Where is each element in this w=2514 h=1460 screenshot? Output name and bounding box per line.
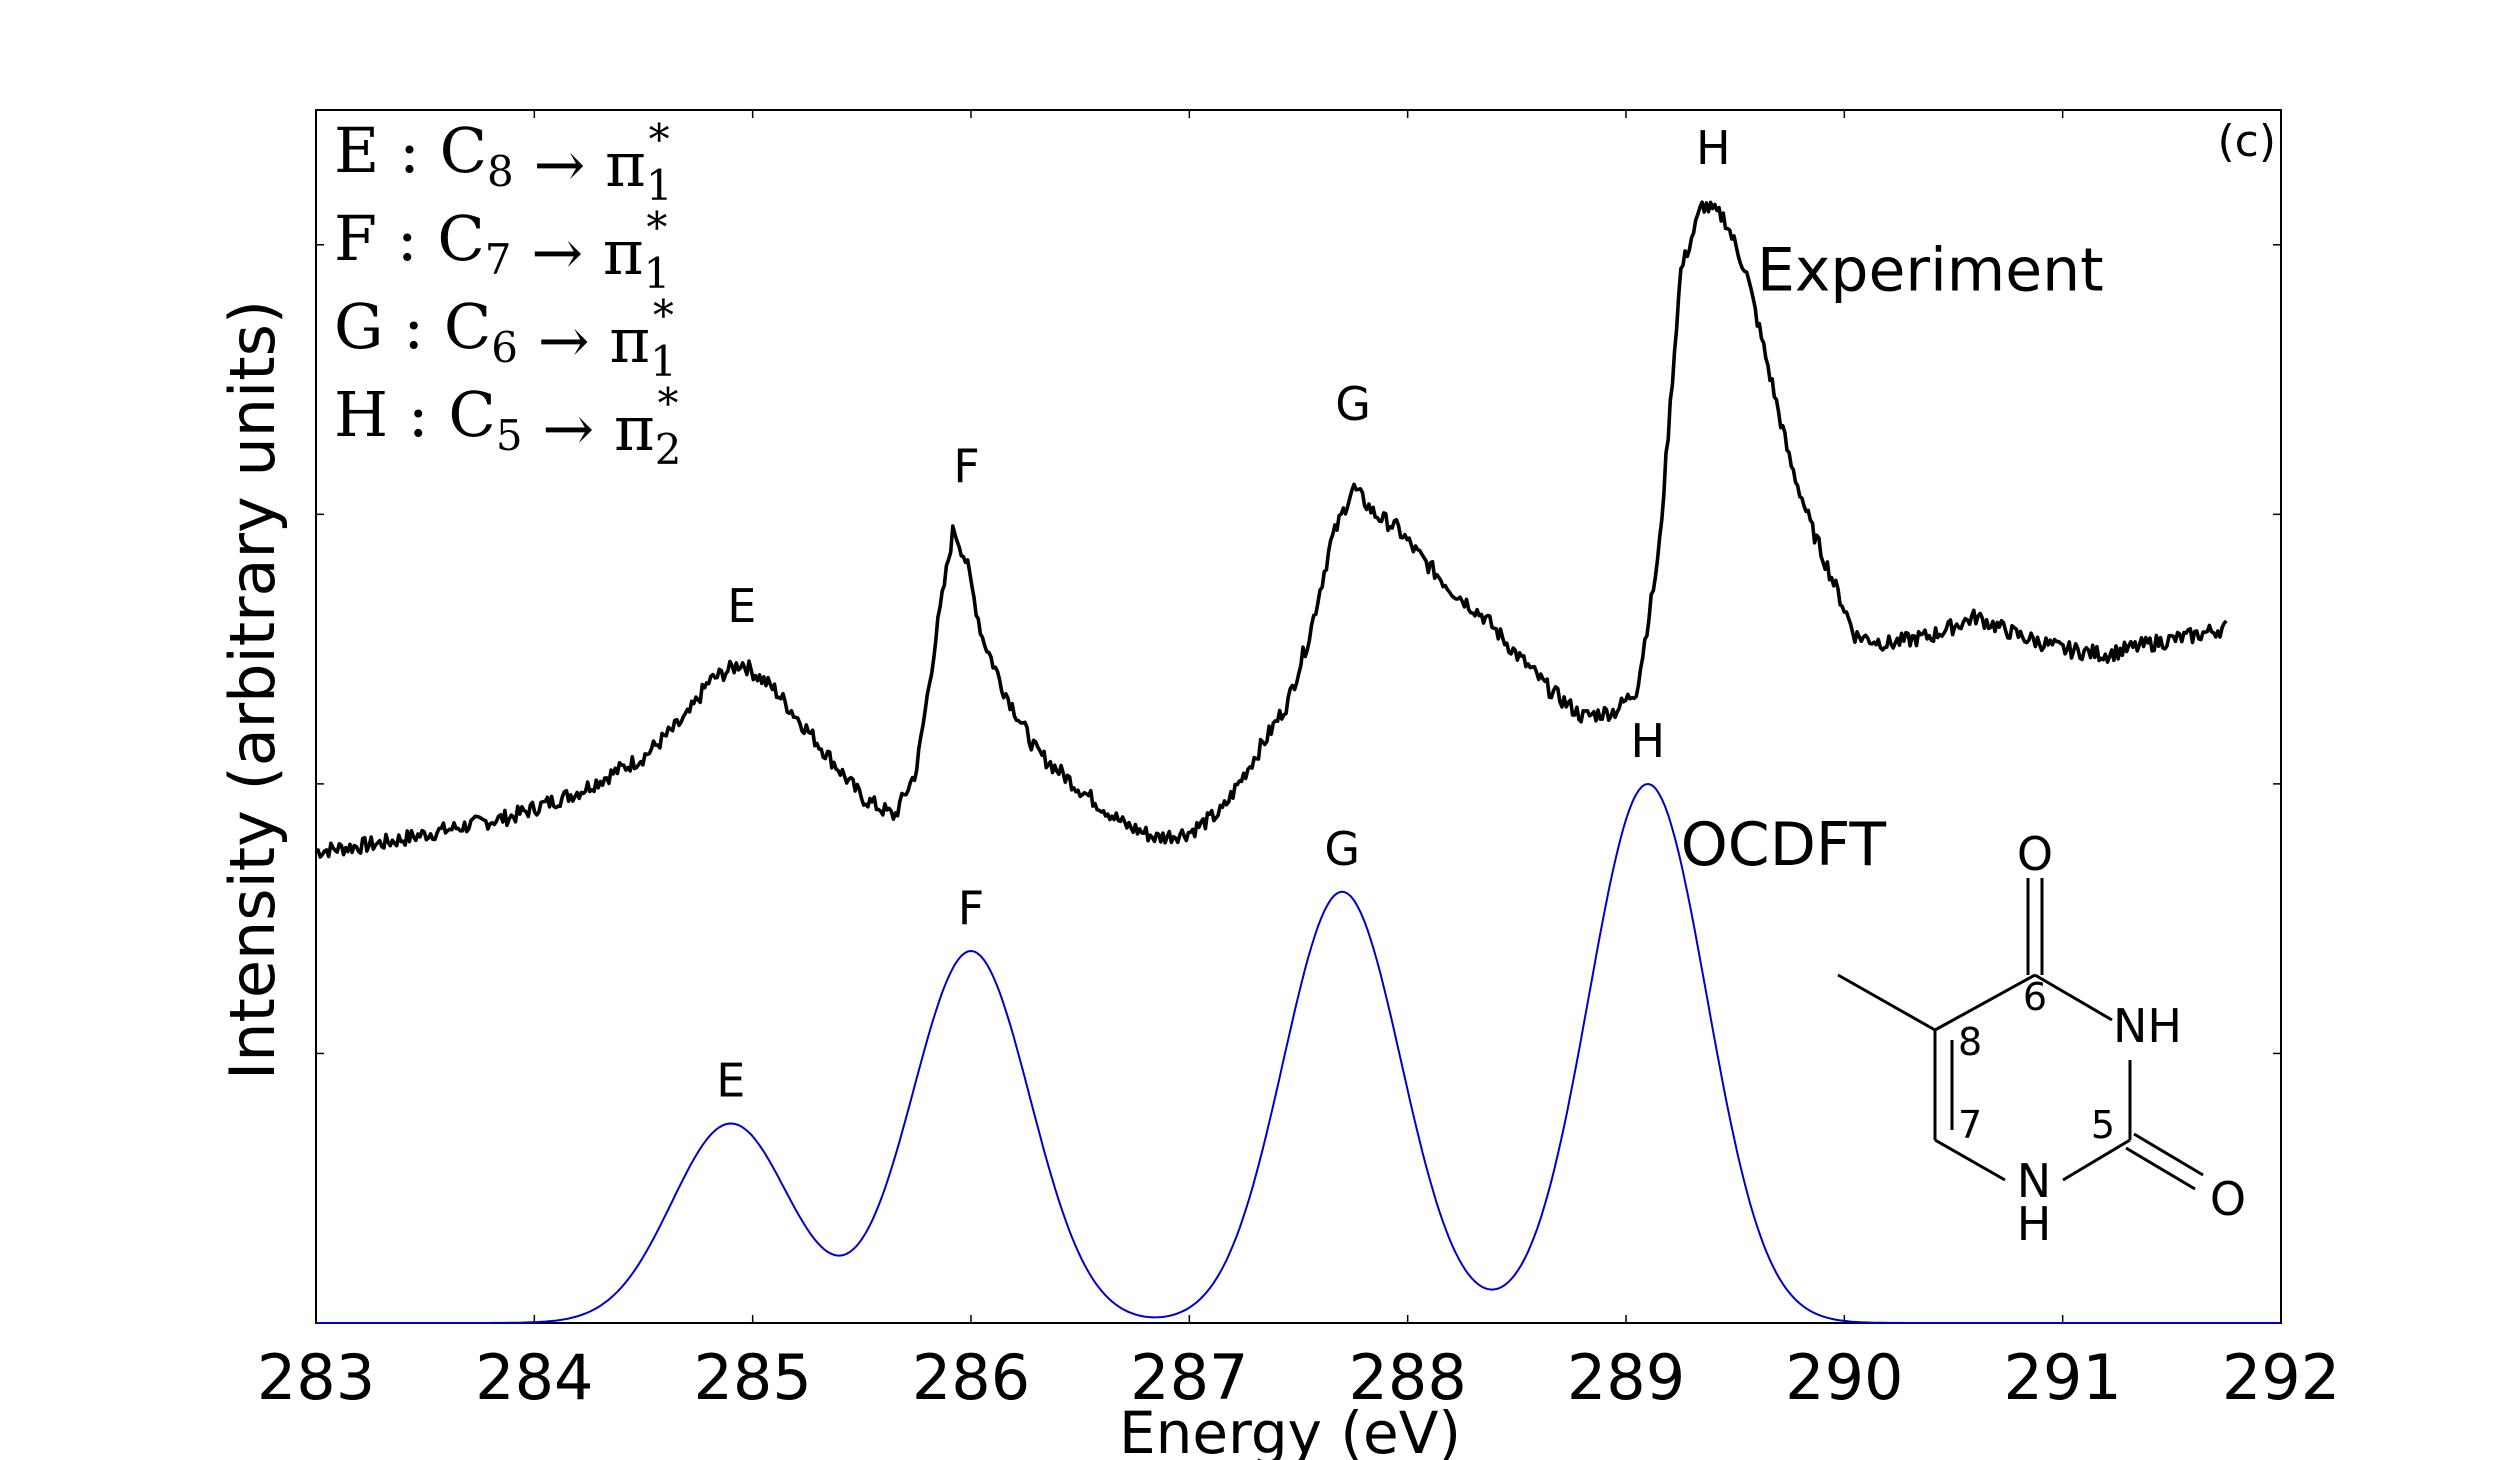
x-axis-ticks: 283 284 285 286 287 288 289 290 291 292 [257,110,2340,1414]
ring-bond-6-nh [2034,973,2113,1022]
peak-label-experiment: G [1335,377,1371,431]
peak-labels: E F G H E F G H Experiment OCDFT [716,121,2103,1108]
peak-label-experiment: E [727,579,756,633]
carbonyl-5-a [2133,1132,2204,1177]
x-tick-label: 284 [475,1341,593,1414]
x-tick-label: 290 [1785,1341,1903,1414]
series-line-ocdft [316,782,2281,1324]
molecule-structure [1837,878,2204,1191]
position-8: 8 [1958,1020,1982,1064]
peak-label-experiment: F [953,439,979,493]
legend-entry: E : C8 → π1* [334,114,673,210]
x-tick-label: 285 [693,1341,811,1414]
series-label: Experiment [1757,236,2104,306]
position-6: 6 [2023,975,2047,1019]
y-axis-ticks [316,244,2281,1055]
x-tick-label: 286 [912,1341,1030,1414]
legend-entry: G : C6 → π1* [334,290,677,386]
series-label: OCDFT [1681,810,1887,880]
x-tick-label: 288 [1348,1341,1466,1414]
atom-o-top: O [2017,827,2053,881]
position-5: 5 [2091,1103,2115,1147]
series-line-experiment [315,200,2228,859]
position-7: 7 [1958,1103,1982,1147]
plot-frame [315,109,2282,1324]
x-tick-label: 292 [2222,1341,2340,1414]
peak-label-experiment: H [1696,121,1731,175]
legend-entry: H : C5 → π2* [334,378,681,474]
legend-entry: F : C7 → π1* [334,202,670,298]
peak-label-ocdft: F [958,881,984,935]
atom-n: N [2017,1154,2051,1208]
ring-bond-n-7 [1934,1138,2006,1182]
molecule-labels: O NH O N H 8 7 6 5 [1958,827,2246,1251]
ring-bond-5-n [2062,1138,2131,1182]
y-axis-label: Intensity (arbitrary units) [216,300,289,1080]
x-tick-label: 291 [2003,1341,2121,1414]
peak-label-ocdft: E [716,1054,745,1108]
methyl-bond [1837,973,1936,1032]
carbonyl-5-b [2125,1146,2196,1191]
x-tick-label: 287 [1130,1341,1248,1414]
ring-bond-8-6 [1934,973,2036,1032]
atom-h: H [2017,1197,2052,1251]
atom-nh: NH [2113,999,2182,1053]
peak-label-ocdft: H [1631,714,1666,768]
x-tick-label: 283 [257,1341,375,1414]
legend: E : C8 → π1*F : C7 → π1*G : C6 → π1*H : … [334,114,681,474]
panel-label: (c) [2217,116,2276,167]
atom-o-right: O [2210,1172,2246,1226]
peak-label-ocdft: G [1324,822,1360,876]
x-tick-label: 289 [1567,1341,1685,1414]
x-axis-label: Energy (eV) [1119,1399,1461,1460]
